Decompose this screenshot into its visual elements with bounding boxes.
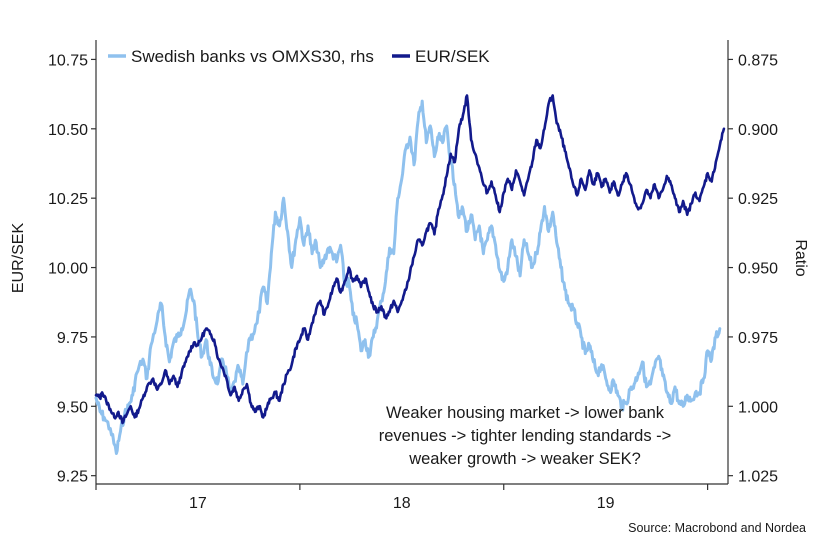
y-right-tick-label: 1.025 — [738, 469, 778, 486]
y-left-tick-label: 10.50 — [48, 122, 88, 139]
plot-frame — [95, 40, 729, 485]
series-line-eursek — [94, 94, 726, 425]
x-axis-ticks: 17 18 19 — [95, 484, 709, 512]
y-right-tick-label: 0.875 — [738, 52, 778, 69]
y-left-tick-label: 9.75 — [57, 330, 88, 347]
y-right-tick-label: 0.950 — [738, 261, 778, 278]
source-note: Source: Macrobond and Nordea — [628, 521, 806, 535]
y-left-tick-label: 10.25 — [48, 191, 88, 208]
x-tick-label: 19 — [597, 495, 615, 512]
annotation-line-3: weaker growth -> weaker SEK? — [408, 450, 641, 468]
right-axis-ticks: 0.875 0.900 0.925 0.950 0.975 1.000 1.025 — [728, 52, 778, 486]
y-axis-right-title: Ratio — [792, 239, 809, 276]
series-line-swedish-banks — [94, 99, 722, 455]
y-right-tick-label: 0.900 — [738, 122, 778, 139]
legend-label-swedish-banks: Swedish banks vs OMXS30, rhs — [131, 47, 374, 66]
legend-label-eursek: EUR/SEK — [415, 47, 490, 66]
y-right-tick-label: 1.000 — [738, 399, 778, 416]
y-left-tick-label: 9.25 — [57, 469, 88, 486]
y-axis-left-title: EUR/SEK — [10, 223, 27, 294]
x-tick-label: 18 — [393, 495, 411, 512]
y-right-tick-label: 0.975 — [738, 330, 778, 347]
x-tick-label: 17 — [189, 495, 207, 512]
y-right-tick-label: 0.925 — [738, 191, 778, 208]
annotation-line-2: revenues -> tighter lending standards -> — [379, 427, 672, 445]
y-left-tick-label: 10.75 — [48, 52, 88, 69]
series-layer — [94, 94, 726, 455]
y-left-tick-label: 9.50 — [57, 399, 88, 416]
y-left-tick-label: 10.00 — [48, 261, 88, 278]
left-axis-ticks: 9.25 9.50 9.75 10.00 10.25 10.50 10.75 — [48, 52, 96, 486]
legend: Swedish banks vs OMXS30, rhs EUR/SEK — [108, 47, 490, 66]
annotation: Weaker housing market -> lower bank reve… — [379, 404, 672, 468]
annotation-line-1: Weaker housing market -> lower bank — [386, 404, 665, 422]
